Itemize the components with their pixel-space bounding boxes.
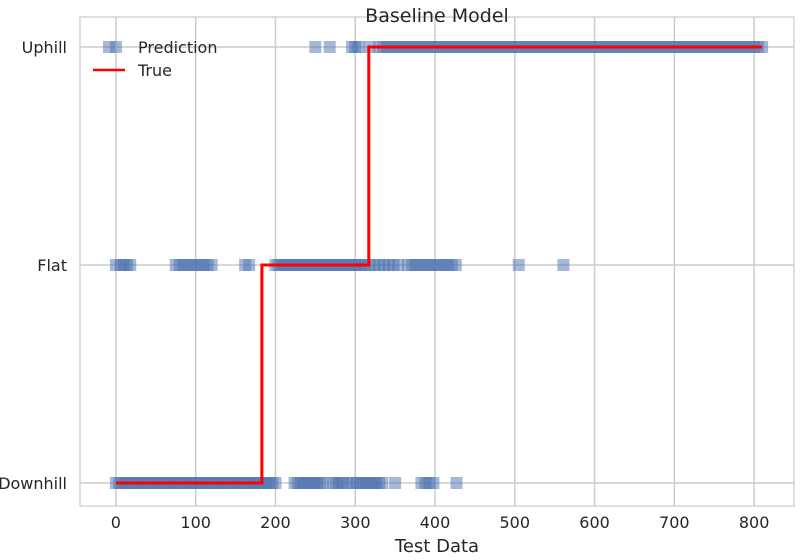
prediction-point (124, 259, 137, 271)
prediction-point (243, 259, 256, 271)
prediction-point (205, 259, 218, 271)
true-step-line-group (115, 45, 763, 485)
x-tick-label: 500 (500, 513, 531, 532)
x-tick-label: 700 (659, 513, 690, 532)
x-tick-label: 0 (111, 513, 121, 532)
legend: Prediction True (93, 38, 217, 80)
y-tick-label: Downhill (0, 474, 67, 493)
legend-prediction-label: Prediction (138, 38, 217, 57)
x-tick-label: 100 (180, 513, 211, 532)
prediction-point (309, 41, 322, 53)
prediction-point (450, 477, 463, 489)
x-axis-title: Test Data (394, 536, 479, 557)
prediction-point (512, 259, 525, 271)
prediction-point (323, 41, 336, 53)
legend-prediction-marker (103, 41, 115, 53)
prediction-point (389, 477, 402, 489)
prediction-point (269, 477, 282, 489)
true-step-line (115, 45, 763, 485)
chart-title: Baseline Model (365, 5, 509, 27)
prediction-point (352, 41, 365, 53)
prediction-point (376, 477, 389, 489)
x-tick-label: 800 (739, 513, 770, 532)
plot-area-frame (79, 16, 795, 507)
x-tick-label: 600 (579, 513, 610, 532)
y-tick-label: Uphill (22, 38, 67, 57)
x-tick-label: 400 (420, 513, 451, 532)
tick-labels: 0 100 200 300 400 500 600 700 800 Downhill Flat Uph… (0, 38, 769, 532)
y-tick-label: Flat (37, 256, 67, 275)
legend-true-label: True (137, 61, 172, 80)
x-tick-label: 200 (260, 513, 291, 532)
prediction-point (392, 259, 405, 271)
prediction-point (449, 259, 462, 271)
prediction-point (557, 259, 570, 271)
prediction-point (317, 477, 330, 489)
prediction-point (427, 477, 440, 489)
x-tick-label: 300 (340, 513, 371, 532)
